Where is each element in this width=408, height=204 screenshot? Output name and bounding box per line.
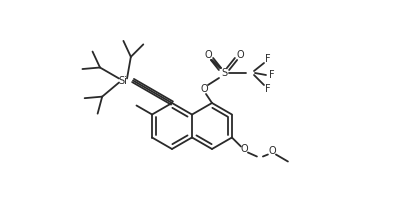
Text: O: O: [268, 146, 276, 156]
Text: Si: Si: [119, 75, 127, 85]
Text: F: F: [265, 54, 271, 64]
Text: F: F: [269, 70, 275, 80]
Text: O: O: [204, 50, 212, 60]
Text: F: F: [265, 84, 271, 94]
Text: O: O: [236, 50, 244, 60]
Text: O: O: [240, 144, 248, 154]
Text: O: O: [200, 84, 208, 94]
Text: S: S: [221, 68, 227, 78]
